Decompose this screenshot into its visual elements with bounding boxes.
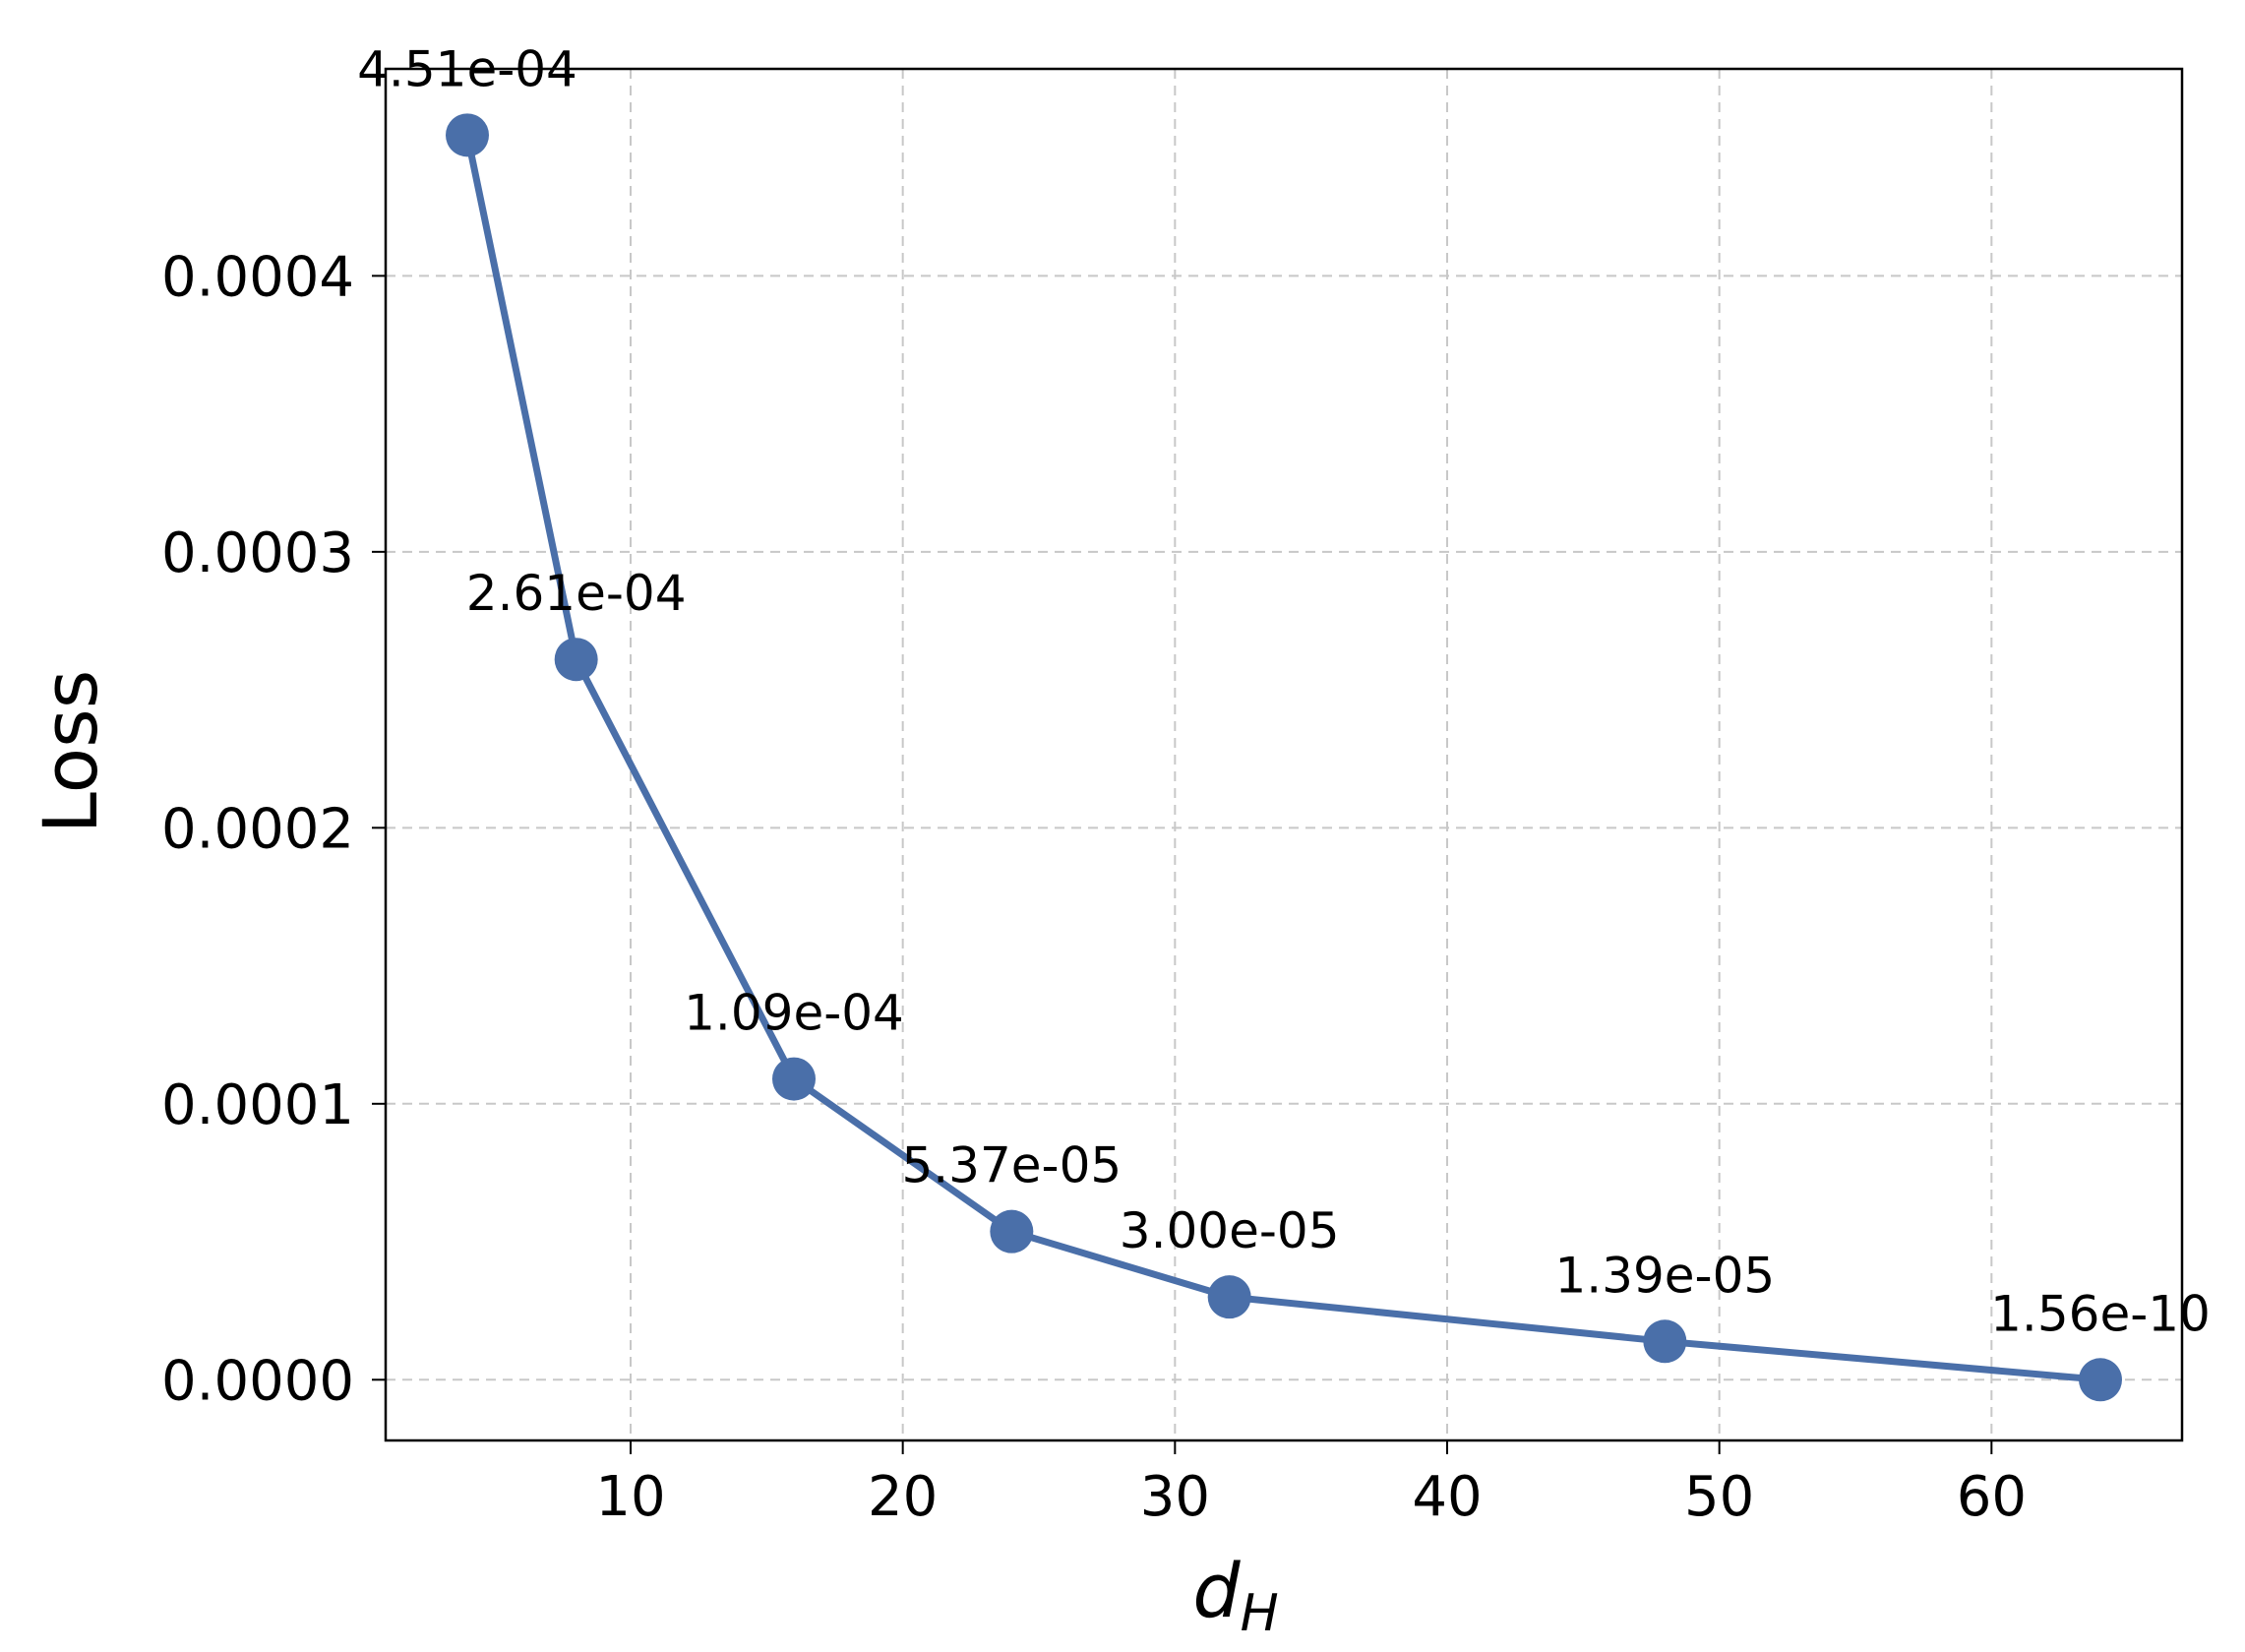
x-axis-title: dH <box>1192 1547 1278 1643</box>
data-label: 3.00e-05 <box>1120 1202 1340 1259</box>
x-axis-title-subscript: H <box>1241 1584 1279 1643</box>
x-tick-label: 50 <box>1684 1465 1754 1529</box>
data-label: 1.09e-04 <box>684 985 904 1042</box>
data-label: 1.56e-10 <box>1990 1285 2211 1342</box>
data-label: 1.39e-05 <box>1554 1247 1775 1304</box>
data-point <box>2079 1358 2122 1402</box>
x-tick-label: 20 <box>868 1465 938 1529</box>
x-tick-label: 30 <box>1140 1465 1210 1529</box>
data-point <box>446 113 489 157</box>
axis-ticks: 10 20 30 40 50 60 0.0000 0.0001 0.0002 0.0003 0.00… <box>161 245 2027 1529</box>
y-tick-label: 0.0001 <box>161 1073 354 1137</box>
series-line <box>463 131 2104 1383</box>
x-tick-label: 10 <box>595 1465 665 1529</box>
grid <box>386 69 2182 1440</box>
data-label: 5.37e-05 <box>901 1137 1122 1194</box>
series-loss <box>446 113 2122 1402</box>
x-tick-label: 60 <box>1957 1465 2027 1529</box>
y-tick-label: 0.0004 <box>161 245 354 309</box>
y-tick-label: 0.0003 <box>161 521 354 585</box>
x-axis-title-main: d <box>1192 1547 1241 1634</box>
plot-frame <box>384 67 2184 1442</box>
data-point <box>990 1209 1034 1254</box>
data-labels: 4.51e-042.61e-041.09e-045.37e-053.00e-05… <box>357 40 2211 1342</box>
y-tick-label: 0.0000 <box>161 1349 354 1413</box>
y-tick-label: 0.0002 <box>161 797 354 861</box>
data-point <box>554 638 598 682</box>
x-tick-label: 40 <box>1412 1465 1482 1529</box>
data-label: 2.61e-04 <box>466 565 687 622</box>
data-point <box>1643 1319 1687 1364</box>
y-axis-title: Loss <box>27 670 114 834</box>
data-point <box>772 1057 816 1101</box>
data-point <box>1207 1275 1251 1319</box>
